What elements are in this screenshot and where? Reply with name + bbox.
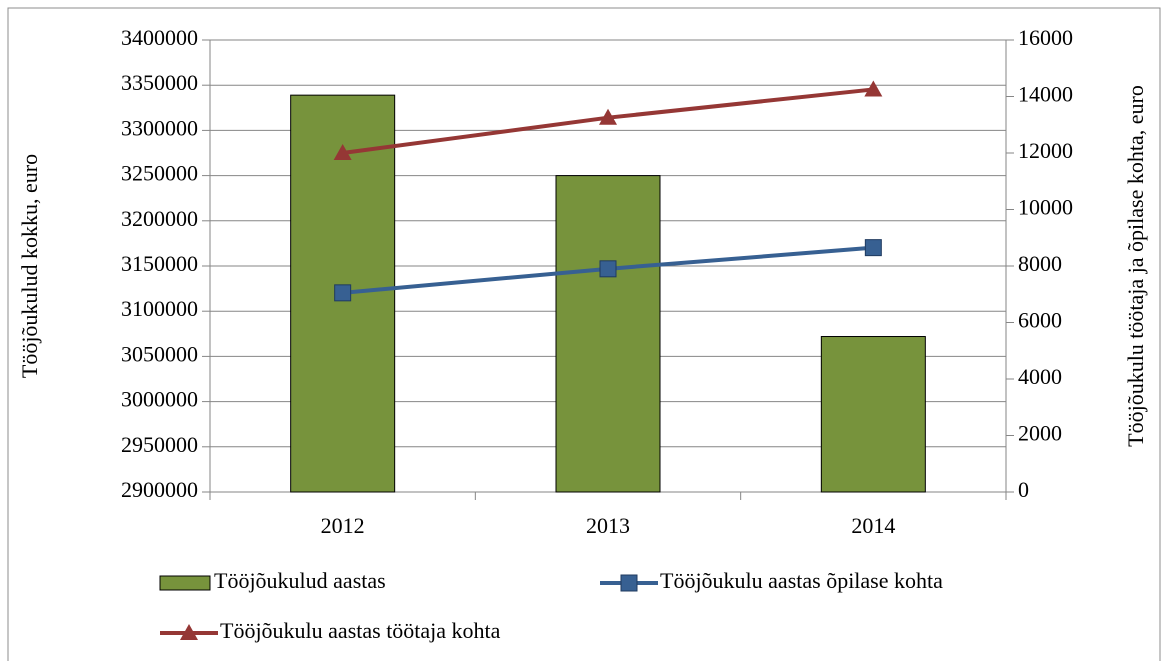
marker: [599, 260, 617, 278]
y2-tick-label: 14000: [1018, 82, 1073, 107]
y2-tick-label: 16000: [1018, 25, 1073, 50]
legend-swatch: [159, 575, 211, 591]
y-tick-label: 3250000: [121, 161, 198, 186]
chart-frame: [7, 7, 1161, 661]
legend-label: Tööjõukulud aastas: [214, 568, 386, 593]
y-tick-label: 3400000: [121, 25, 198, 50]
y2-tick-label: 0: [1018, 477, 1029, 502]
marker: [333, 144, 352, 160]
y2-tick-label: 6000: [1018, 308, 1062, 333]
y-tick-label: 2950000: [121, 432, 198, 457]
marker: [599, 108, 617, 125]
y-tick-label: 3000000: [121, 387, 198, 412]
y2-tick-label: 4000: [1018, 364, 1062, 389]
marker: [334, 284, 352, 302]
y-tick-label: 3350000: [121, 70, 198, 95]
marker: [864, 80, 883, 97]
y-axis-label: Tööjõukulud kokku, euro: [17, 154, 42, 378]
x-tick-label: 2012: [321, 513, 365, 538]
x-tick-label: 2013: [586, 513, 630, 538]
bar: [820, 336, 926, 493]
y-tick-label: 2900000: [121, 477, 198, 502]
y-tick-label: 3050000: [121, 341, 198, 366]
legend-marker: [180, 624, 198, 640]
y-tick-label: 3300000: [121, 115, 198, 140]
y2-tick-label: 2000: [1018, 421, 1062, 446]
y2-tick-label: 10000: [1018, 195, 1073, 220]
y-tick-label: 3100000: [121, 296, 198, 321]
y-tick-label: 3200000: [121, 206, 198, 231]
bar: [555, 175, 661, 493]
marker: [864, 239, 882, 257]
legend-label: Tööjõukulu aastas töötaja kohta: [220, 618, 501, 643]
x-tick-label: 2014: [851, 513, 895, 538]
legend-marker: [620, 574, 638, 592]
y2-axis-label: Tööjõukulu töötaja ja õpilase kohta, eur…: [1123, 85, 1148, 447]
y2-tick-label: 8000: [1018, 251, 1062, 276]
legend-label: Tööjõukulu aastas õpilase kohta: [660, 568, 943, 593]
y-tick-label: 3150000: [121, 251, 198, 276]
y2-tick-label: 12000: [1018, 138, 1073, 163]
